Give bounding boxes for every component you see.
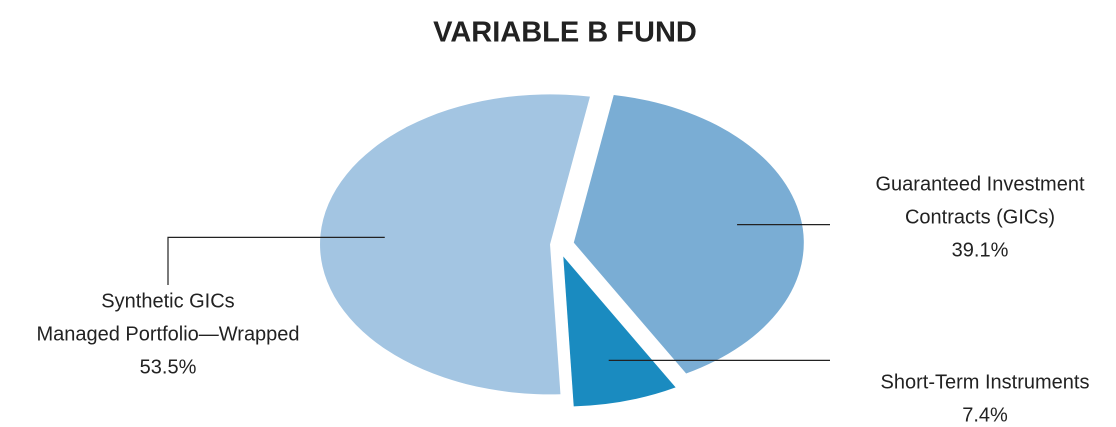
slice-value-label: 53.5% <box>140 356 197 378</box>
slice-value-label: 7.4% <box>962 404 1008 426</box>
pie-slice <box>320 94 590 395</box>
slice-value-label: 39.1% <box>952 239 1009 261</box>
leader-line <box>167 236 385 285</box>
slice-label: Short-Term Instruments <box>881 371 1090 393</box>
pie-slice <box>573 94 804 374</box>
slice-label: Managed Portfolio—Wrapped <box>36 323 299 345</box>
slice-label: Contracts (GICs) <box>905 206 1055 228</box>
pie-slice <box>563 256 676 407</box>
slice-label: Synthetic GICs <box>101 290 234 312</box>
slice-label: Guaranteed Investment <box>875 173 1084 195</box>
chart-title: VARIABLE B FUND <box>433 17 697 49</box>
